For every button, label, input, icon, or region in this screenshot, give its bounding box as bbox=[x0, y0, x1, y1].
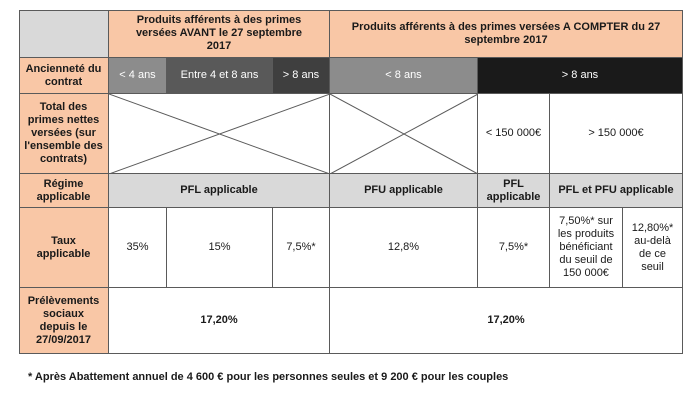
taux-128-delta: 12,80%* au-delà de ce seuil bbox=[623, 208, 683, 288]
regime-before: PFL applicable bbox=[109, 174, 330, 208]
anciennete-between: Entre 4 et 8 ans bbox=[167, 58, 273, 94]
regime-pfu: PFU applicable bbox=[330, 174, 478, 208]
anciennete-after-lt8: < 8 ans bbox=[330, 58, 478, 94]
row-label-regime: Régime applicable bbox=[19, 174, 109, 208]
row-label-prelevements: Prélèvements sociaux depuis le 27/09/201… bbox=[19, 288, 109, 354]
row-label-total-primes: Total des primes nettes versées (sur l'e… bbox=[19, 94, 109, 174]
header-before: Produits afférents à des primes versées … bbox=[109, 10, 330, 58]
anciennete-after-gt8: > 8 ans bbox=[478, 58, 683, 94]
total-primes-after-lt8-empty bbox=[330, 94, 478, 174]
anciennete-gt8: > 8 ans bbox=[273, 58, 330, 94]
row-label-anciennete: Ancienneté du contrat bbox=[19, 58, 109, 94]
anciennete-lt4: < 4 ans bbox=[109, 58, 167, 94]
taux-75-star: 7,5%* bbox=[273, 208, 330, 288]
prelevements-before: 17,20% bbox=[109, 288, 330, 354]
taux-75-seuil: 7,50%* sur les produits bénéficiant du s… bbox=[550, 208, 623, 288]
taux-75-star-b: 7,5%* bbox=[478, 208, 550, 288]
regime-pfl: PFL applicable bbox=[478, 174, 550, 208]
total-primes-lt150: < 150 000€ bbox=[478, 94, 550, 174]
taux-15: 15% bbox=[167, 208, 273, 288]
taux-35: 35% bbox=[109, 208, 167, 288]
header-corner bbox=[19, 10, 109, 58]
header-after: Produits afférents à des primes versées … bbox=[330, 10, 683, 58]
footnote: * Après Abattement annuel de 4 600 € pou… bbox=[28, 371, 509, 383]
taux-128: 12,8% bbox=[330, 208, 478, 288]
prelevements-after: 17,20% bbox=[330, 288, 683, 354]
row-label-taux: Taux applicable bbox=[19, 208, 109, 288]
total-primes-gt150: > 150 000€ bbox=[550, 94, 683, 174]
total-primes-before-empty bbox=[109, 94, 330, 174]
regime-pfl-pfu: PFL et PFU applicable bbox=[550, 174, 683, 208]
